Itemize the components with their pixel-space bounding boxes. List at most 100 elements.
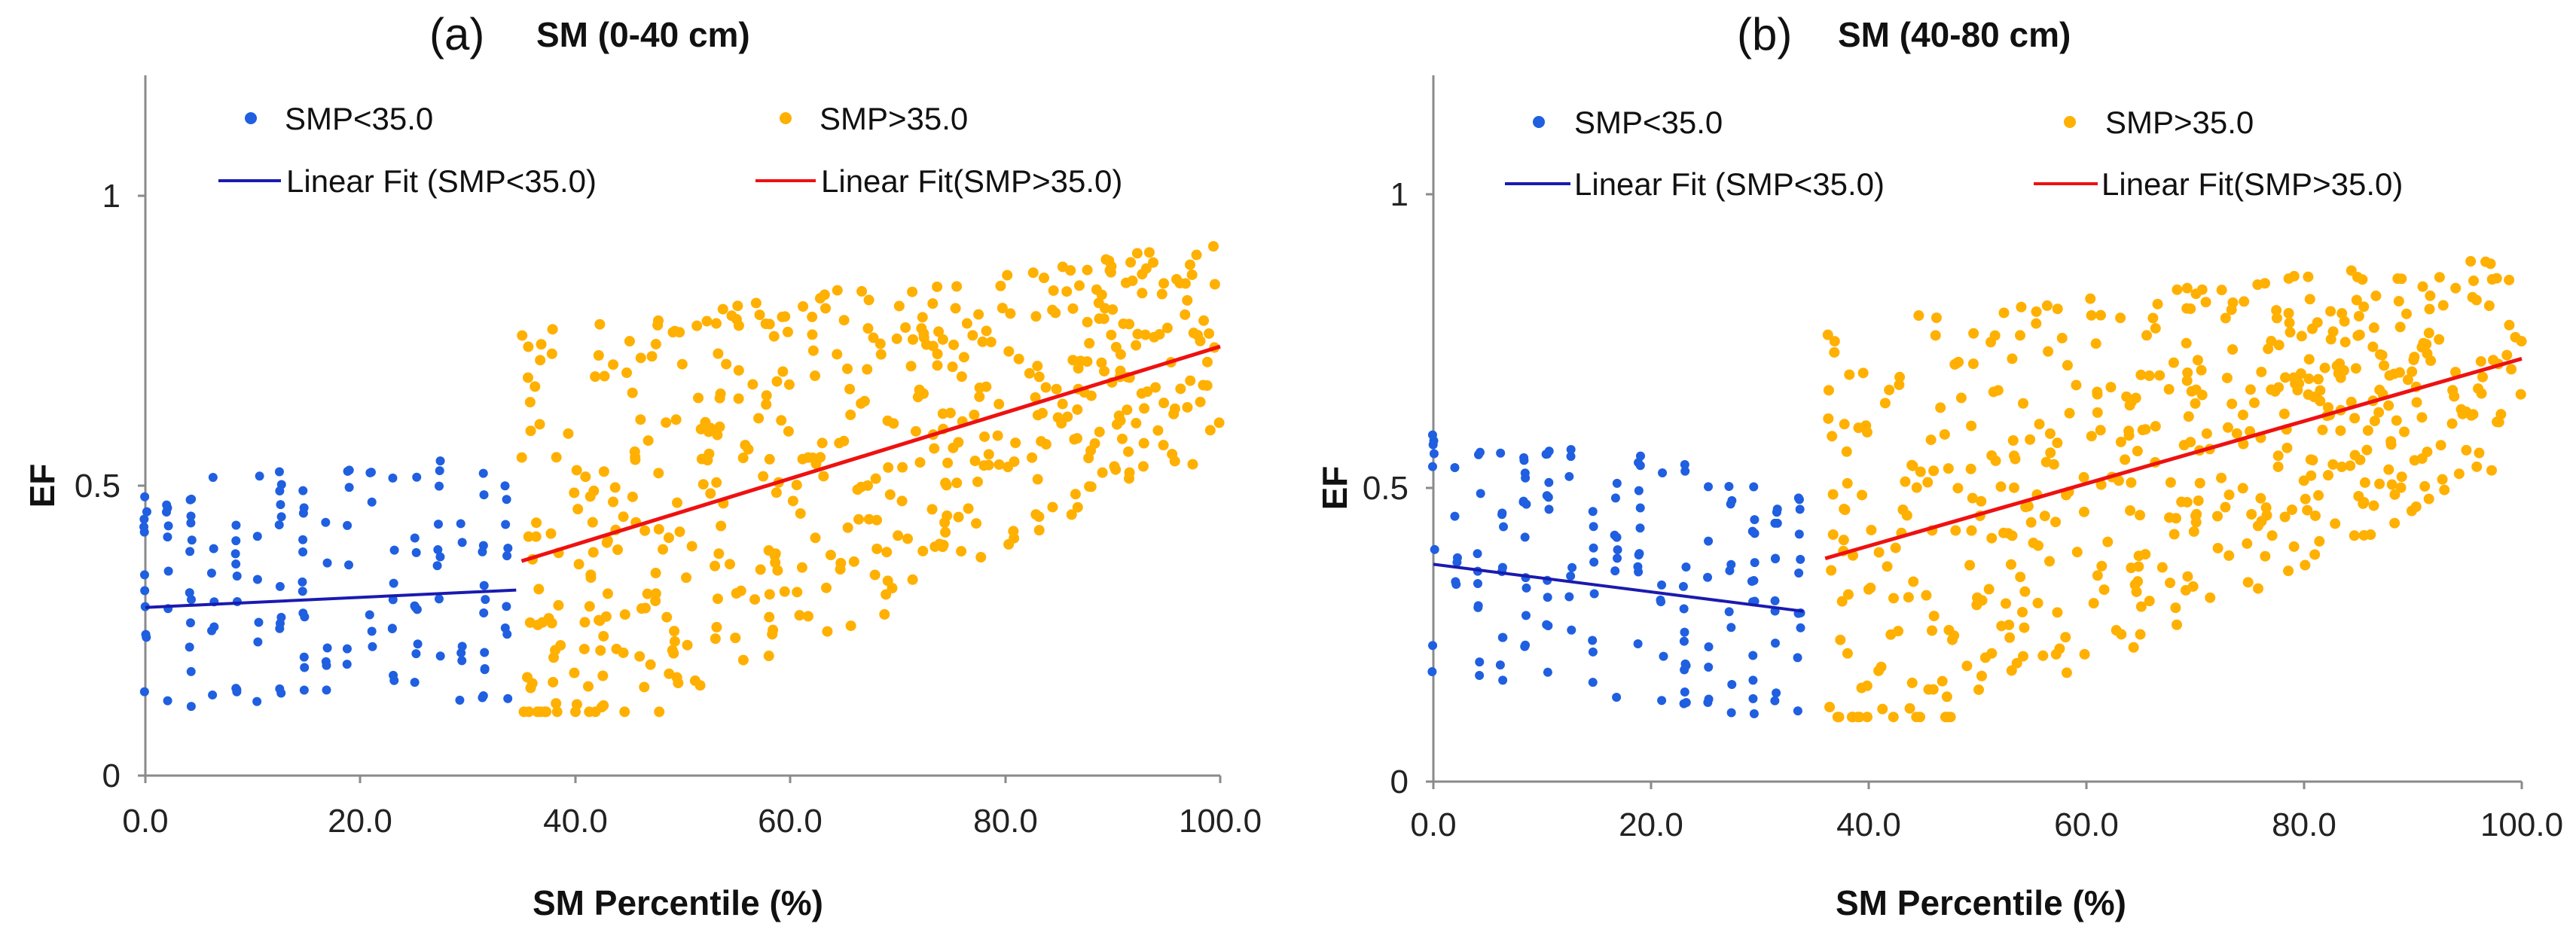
- panel-b-point-high-181: [2416, 412, 2428, 423]
- panel-b-point-low-129: [1750, 558, 1760, 568]
- panel-b-point-high-66: [1922, 477, 1934, 488]
- panel-b-point-low-33: [1497, 510, 1507, 520]
- panel-a-point-high-45: [535, 355, 546, 366]
- panel-a-point-high-60: [753, 413, 765, 424]
- panel-a-point-high-283: [942, 457, 954, 468]
- panel-a-point-low-42: [232, 687, 242, 697]
- panel-b-point-high-133: [1941, 691, 1952, 703]
- panel-b-point-high-182: [1879, 398, 1891, 409]
- panel-b-point-high-97: [2417, 281, 2428, 292]
- panel-a-point-high-394: [642, 435, 654, 447]
- panel-b-point-high-492: [2389, 489, 2401, 500]
- panel-b-point-high-365: [2022, 501, 2034, 512]
- panel-b-point-high-81: [2196, 364, 2207, 376]
- panel-a-point-high-257: [810, 370, 821, 382]
- panel-a-point-low-52: [255, 471, 264, 481]
- panel-b-point-high-378: [1995, 481, 2007, 492]
- panel-b-point-high-281: [2135, 369, 2147, 380]
- panel-a-point-high-355: [712, 593, 723, 605]
- panel-a-point-low-95: [366, 468, 376, 477]
- panel-a-point-high-187: [731, 314, 742, 325]
- panel-a-point-low-82: [322, 558, 332, 568]
- panel-a-point-high-191: [977, 336, 988, 347]
- panel-a-points-high: [516, 241, 1225, 718]
- panel-b-point-high-368: [2190, 517, 2202, 528]
- panel-b-point-high-98: [2353, 310, 2364, 322]
- panel-b-point-high-351: [1839, 505, 1851, 516]
- panel-b-point-high-272: [2212, 542, 2223, 553]
- panel-a-point-high-261: [932, 360, 943, 371]
- panel-a-point-low-101: [389, 578, 398, 588]
- panel-a-point-high-190: [750, 297, 762, 309]
- panel-a-point-low-6: [140, 586, 150, 596]
- panel-a-xtick-label-0: 0.0: [122, 803, 168, 840]
- panel-b-point-low-134: [1750, 515, 1760, 525]
- panel-b-point-high-451: [2447, 385, 2458, 396]
- panel-a-point-high-337: [770, 557, 781, 569]
- panel-b-point-high-112: [2486, 274, 2498, 285]
- panel-a-point-high-26: [1050, 307, 1061, 319]
- panel-b-point-high-162: [2141, 330, 2153, 341]
- panel-a-point-high-42: [1030, 311, 1042, 322]
- panel-a-point-high-480: [516, 452, 527, 463]
- panel-b-point-high-18: [2006, 665, 2017, 676]
- panel-a-point-low-112: [411, 602, 420, 612]
- panel-a-point-high-512: [546, 617, 557, 629]
- panel-b-point-low-98: [1657, 580, 1667, 590]
- panel-b-point-high-256: [2054, 643, 2065, 654]
- panel-b-point-low-68: [1588, 636, 1598, 645]
- panel-a-point-low-110: [410, 678, 420, 687]
- panel-a-point-high-5: [863, 514, 874, 525]
- panel-a-point-high-3: [755, 564, 766, 575]
- panel-b-point-high-306: [2044, 556, 2056, 567]
- panel-b-point-high-242: [2359, 477, 2370, 488]
- panel-b-point-high-359: [2132, 576, 2144, 587]
- panel-a-point-high-131: [953, 511, 964, 523]
- panel-b-point-high-465: [2349, 450, 2361, 461]
- panel-b-point-low-111: [1680, 659, 1690, 669]
- panel-b-point-high-101: [2399, 426, 2410, 437]
- panel-b-point-high-94: [2105, 382, 2117, 393]
- panel-a-point-high-279: [848, 556, 859, 567]
- panel-a-point-high-435: [618, 511, 629, 523]
- panel-a-point-high-359: [863, 294, 874, 306]
- panel-a-point-low-7: [140, 602, 150, 611]
- panel-b-point-high-347: [2506, 364, 2517, 375]
- panel-a-point-high-17: [609, 482, 621, 493]
- panel-a-point-high-55: [1152, 425, 1164, 436]
- panel-a-point-high-474: [661, 417, 672, 428]
- panel-a-point-high-424: [974, 391, 985, 402]
- panel-a-point-high-397: [914, 457, 926, 468]
- panel-a-point-high-510: [571, 699, 582, 710]
- panel-a-point-high-343: [621, 367, 633, 379]
- panel-a-point-high-328: [711, 621, 722, 633]
- panel-b-point-high-261: [2190, 288, 2202, 300]
- panel-a-point-high-437: [571, 465, 582, 476]
- panel-b-point-high-505: [2314, 535, 2325, 547]
- panel-b-point-high-202: [2303, 373, 2315, 385]
- panel-a-point-high-351: [981, 325, 992, 337]
- panel-a-point-high-273: [669, 636, 680, 647]
- panel-a-point-high-128: [1116, 433, 1128, 444]
- panel-a-point-high-38: [1158, 278, 1170, 289]
- panel-b-point-high-274: [2435, 440, 2446, 451]
- panel-a-point-high-315: [682, 639, 693, 651]
- panel-b-point-low-150: [1772, 505, 1782, 514]
- panel-b-point-low-77: [1612, 478, 1622, 488]
- panel-a-point-high-492: [1082, 356, 1093, 367]
- panel-b-point-high-518: [2126, 396, 2137, 407]
- panel-b-point-high-506: [2242, 538, 2253, 549]
- panel-b-point-high-218: [2152, 298, 2163, 309]
- panel-a-point-low-4: [141, 629, 151, 639]
- panel-b-point-high-263: [2231, 428, 2242, 439]
- panel-a-point-high-420: [794, 610, 805, 621]
- panel-b-point-high-289: [2150, 421, 2161, 432]
- panel-a-point-low-128: [479, 490, 489, 500]
- panel-a-point-high-49: [758, 471, 769, 482]
- panel-b-point-high-191: [2383, 464, 2394, 475]
- panel-a-point-high-384: [650, 568, 661, 579]
- panel-a-point-high-354: [905, 361, 917, 372]
- panel-b-point-high-341: [1841, 446, 1852, 457]
- panel-b-point-high-421: [2315, 385, 2326, 396]
- panel-b-point-high-230: [2423, 328, 2434, 339]
